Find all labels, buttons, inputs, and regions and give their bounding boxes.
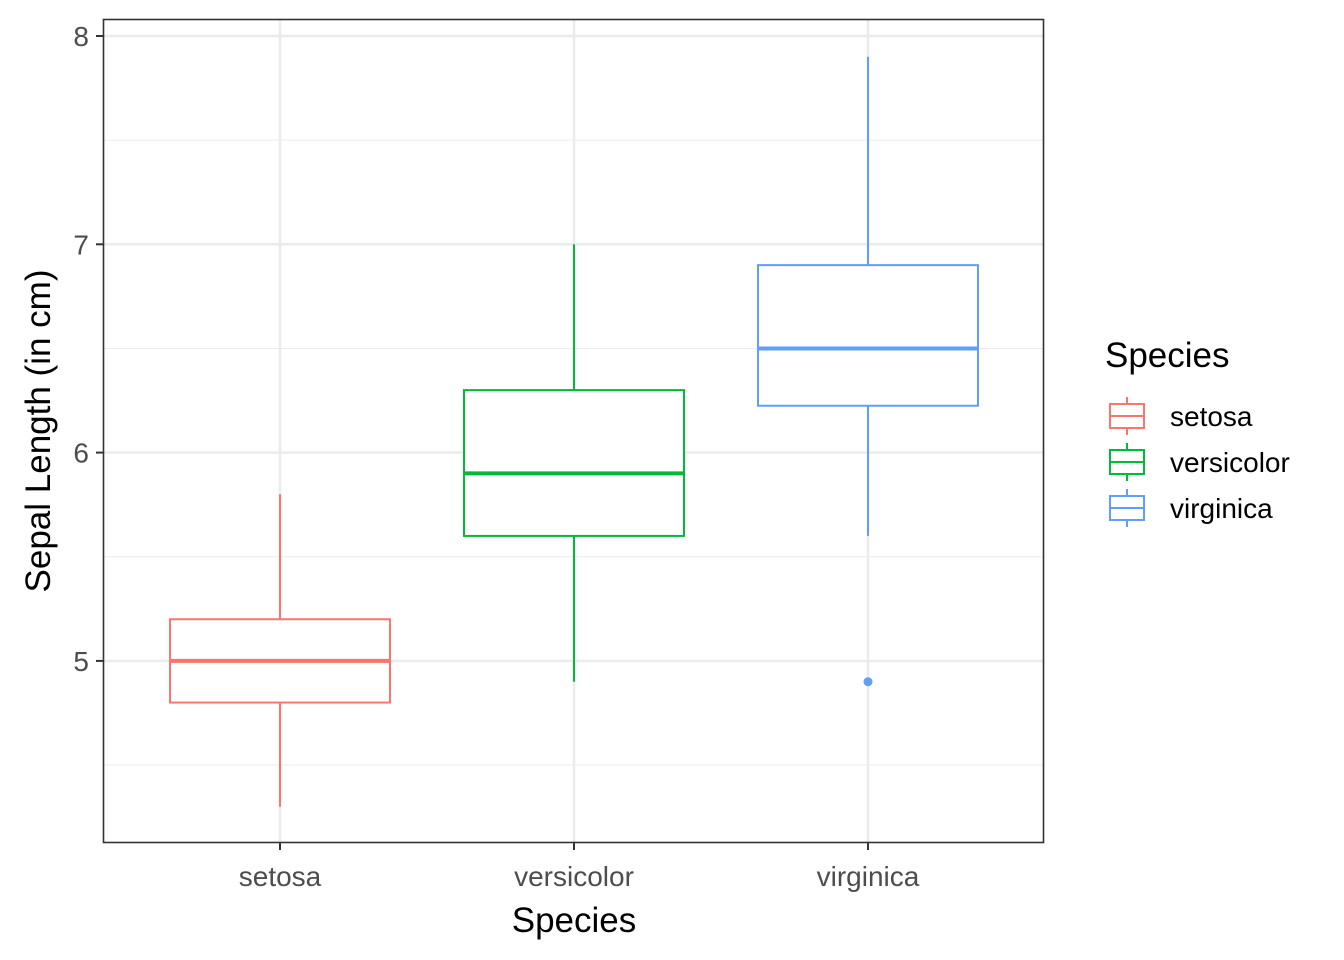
panel-border xyxy=(102,18,1045,844)
legend-key-setosa: setosa xyxy=(1109,397,1253,435)
iqr-box xyxy=(463,389,685,537)
y-tick-label: 7 xyxy=(73,229,89,260)
legend-key-virginica: virginica xyxy=(1109,489,1273,527)
y-axis: 5 6 7 8 xyxy=(73,21,103,677)
x-tick-label: versicolor xyxy=(514,861,634,892)
legend-title: Species xyxy=(1105,336,1230,375)
box-setosa xyxy=(169,494,391,807)
y-tick-label: 8 xyxy=(73,21,89,52)
x-axis: setosa versicolor virginica xyxy=(239,843,920,892)
outlier-point xyxy=(863,677,873,687)
iqr-box xyxy=(757,264,979,407)
legend: Species setosa versicolor virginica xyxy=(1105,336,1290,527)
x-axis-label: Species xyxy=(512,901,637,940)
legend-label: setosa xyxy=(1170,401,1253,432)
x-tick-label: virginica xyxy=(817,861,920,892)
y-axis-label: Sepal Length (in cm) xyxy=(19,270,58,593)
x-tick-label: setosa xyxy=(239,861,322,892)
legend-label: virginica xyxy=(1170,493,1273,524)
legend-label: versicolor xyxy=(1170,447,1290,478)
y-tick-label: 6 xyxy=(73,438,89,469)
box-virginica xyxy=(757,56,979,687)
y-tick-label: 5 xyxy=(73,646,89,677)
box-versicolor xyxy=(463,244,685,682)
legend-key-versicolor: versicolor xyxy=(1109,443,1290,481)
boxes xyxy=(169,56,979,807)
